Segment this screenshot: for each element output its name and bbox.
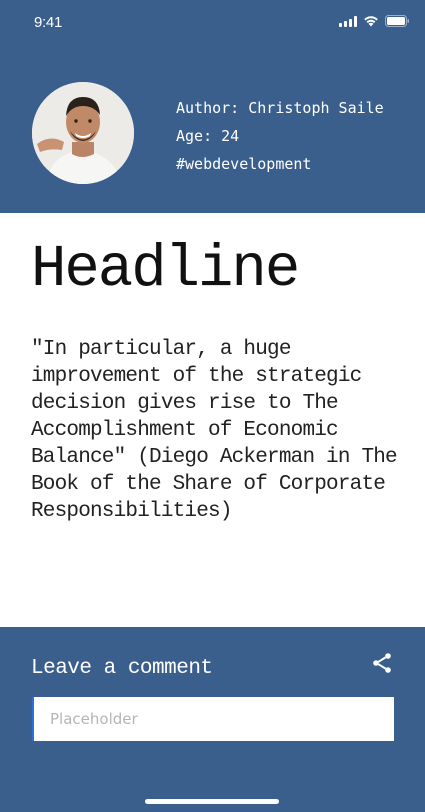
home-indicator: [145, 799, 279, 804]
headline: Headline: [31, 236, 300, 303]
comment-input[interactable]: [32, 697, 394, 741]
author-name: Author: Christoph Saile: [176, 99, 384, 117]
battery-icon: [385, 15, 409, 27]
status-icons: [339, 15, 410, 27]
author-info: Author: Christoph Saile Age: 24 #webdeve…: [176, 94, 384, 178]
signal-icon: [339, 15, 357, 27]
author-avatar: [32, 82, 134, 184]
share-icon[interactable]: [370, 651, 394, 675]
article-quote: "In particular, a huge improvement of th…: [31, 338, 398, 523]
author-tag[interactable]: #webdevelopment: [176, 155, 312, 173]
wifi-icon: [364, 16, 378, 27]
status-time: 9:41: [34, 14, 62, 31]
comment-section: Leave a comment: [0, 627, 425, 812]
profile-header: 9:41 Author: Christo: [0, 0, 425, 213]
author-age: Age: 24: [176, 127, 240, 145]
comment-title: Leave a comment: [31, 657, 213, 680]
